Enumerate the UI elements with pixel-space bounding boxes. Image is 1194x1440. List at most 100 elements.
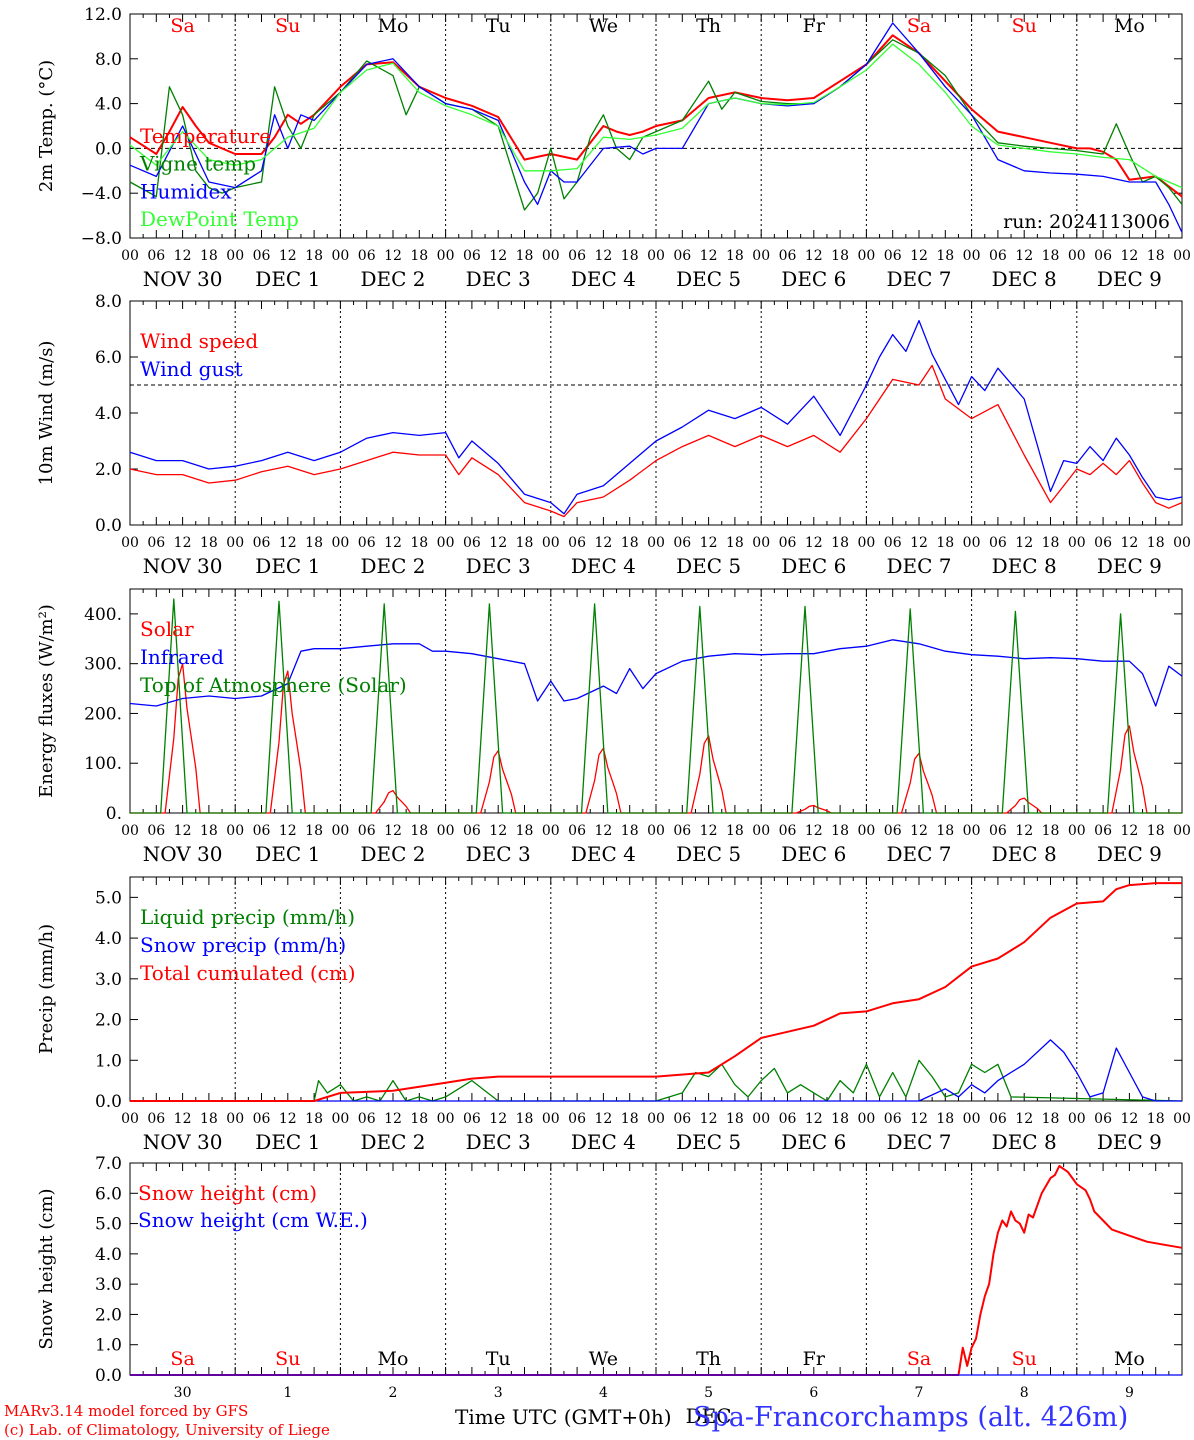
hour-tick-label: 00 (226, 248, 244, 264)
temperature-y-axis-label: 2m Temp. (°C) (36, 60, 57, 192)
date-label: DEC 7 (886, 554, 951, 578)
hour-tick-label: 12 (384, 535, 402, 551)
hour-tick-label: 18 (200, 823, 218, 839)
run-annotation: run: 2024113006 (1003, 211, 1170, 233)
hour-tick-label: 12 (1120, 535, 1138, 551)
hour-tick-label: 18 (1042, 535, 1060, 551)
wind-y-axis-label: 10m Wind (m/s) (36, 341, 57, 486)
hour-tick-label: 18 (410, 248, 428, 264)
month-label: DEC (686, 1404, 732, 1428)
date-label: DEC 2 (360, 842, 425, 866)
date-label: DEC 1 (255, 267, 320, 291)
y-tick-label: 0.0 (95, 516, 122, 536)
precip-series-snow-precip-mm-h (130, 1039, 1182, 1102)
energy-legend-entry: Solar (140, 617, 194, 641)
day-name: Tu (486, 15, 511, 37)
hour-tick-label: 06 (779, 1111, 797, 1127)
hour-tick-label: 00 (1173, 1111, 1191, 1127)
date-label: DEC 9 (1097, 842, 1162, 866)
hour-tick-label: 06 (673, 1111, 691, 1127)
y-tick-label: 4.0 (95, 1245, 122, 1265)
y-tick-label: 0.0 (95, 139, 122, 159)
hour-tick-label: 12 (384, 823, 402, 839)
hour-tick-label: 18 (621, 823, 639, 839)
hour-tick-label: 00 (121, 535, 139, 551)
y-tick-label: −8.0 (81, 229, 122, 249)
date-label: DEC 7 (886, 267, 951, 291)
date-label: DEC 4 (571, 1130, 636, 1154)
hour-tick-label: 12 (1120, 1111, 1138, 1127)
hour-tick-label: 18 (936, 823, 954, 839)
snow-series-snow-height-cm (130, 1165, 1183, 1376)
hour-tick-label: 00 (647, 823, 665, 839)
date-label: DEC 8 (992, 842, 1057, 866)
hour-tick-label: 00 (226, 1111, 244, 1127)
date-label: DEC 3 (466, 1130, 531, 1154)
hour-tick-label: 00 (1068, 823, 1086, 839)
y-tick-label: 4.0 (95, 404, 122, 424)
precip-legend-entry: Total cumulated (cm) (140, 961, 356, 985)
hour-tick-label: 06 (358, 535, 376, 551)
y-tick-label: 0.0 (95, 1366, 122, 1386)
date-label: NOV 30 (143, 1130, 223, 1154)
y-tick-label: 2.0 (95, 460, 122, 480)
date-label: DEC 1 (255, 842, 320, 866)
hour-tick-label: 00 (857, 823, 875, 839)
hour-tick-label: 00 (542, 248, 560, 264)
hour-tick-label: 06 (884, 535, 902, 551)
hour-tick-label: 18 (516, 535, 534, 551)
hour-tick-label: 00 (647, 1111, 665, 1127)
hour-tick-label: 18 (831, 248, 849, 264)
wind-series-wind-gust (129, 319, 1183, 515)
y-tick-label: 2.0 (95, 1305, 122, 1325)
hour-tick-label: 18 (516, 1111, 534, 1127)
hour-tick-label: 06 (989, 248, 1007, 264)
hour-tick-label: 18 (726, 823, 744, 839)
hour-tick-label: 18 (516, 823, 534, 839)
date-label: DEC 6 (781, 554, 846, 578)
hour-tick-label: 18 (936, 248, 954, 264)
day-name: Su (1012, 15, 1037, 37)
date-label: DEC 3 (466, 842, 531, 866)
day-name: Th (696, 15, 721, 37)
hour-tick-label: 06 (884, 1111, 902, 1127)
hour-tick-label: 06 (358, 248, 376, 264)
date-label: DEC 3 (466, 267, 531, 291)
hour-tick-label: 18 (305, 535, 323, 551)
hour-tick-label: 00 (857, 535, 875, 551)
hour-tick-label: 12 (700, 823, 718, 839)
hour-tick-label: 06 (253, 248, 271, 264)
y-tick-label: 12.0 (84, 5, 122, 25)
hour-tick-label: 06 (673, 823, 691, 839)
y-tick-label: 300. (84, 655, 122, 675)
energy-series-infrared (129, 639, 1183, 707)
day-name: We (589, 1348, 618, 1370)
wind-series-wind-speed (129, 364, 1183, 518)
date-label: DEC 7 (886, 842, 951, 866)
hour-tick-label: 12 (910, 248, 928, 264)
hour-tick-label: 06 (463, 248, 481, 264)
day-name: Sa (170, 1348, 194, 1370)
hour-tick-label: 06 (673, 248, 691, 264)
date-label: DEC 6 (781, 267, 846, 291)
day-number-label: 1 (283, 1385, 292, 1401)
hour-tick-label: 12 (910, 1111, 928, 1127)
precip-y-axis-label: Precip (mm/h) (36, 924, 57, 1054)
date-label: NOV 30 (143, 267, 223, 291)
hour-tick-label: 12 (279, 1111, 297, 1127)
hour-tick-label: 06 (1094, 535, 1112, 551)
temperature-series-temperature (129, 34, 1183, 198)
day-name: Su (275, 1348, 300, 1370)
hour-tick-label: 06 (147, 823, 165, 839)
hour-tick-label: 06 (358, 823, 376, 839)
day-name: Th (696, 1348, 721, 1370)
day-name: Fr (803, 1348, 826, 1370)
hour-tick-label: 06 (463, 1111, 481, 1127)
hour-tick-label: 18 (305, 823, 323, 839)
precip-legend-entry: Snow precip (mm/h) (140, 933, 346, 957)
hour-tick-label: 12 (489, 823, 507, 839)
date-label: DEC 5 (676, 1130, 741, 1154)
y-tick-label: 5.0 (95, 888, 122, 908)
hour-tick-label: 18 (1042, 1111, 1060, 1127)
hour-tick-label: 00 (752, 248, 770, 264)
